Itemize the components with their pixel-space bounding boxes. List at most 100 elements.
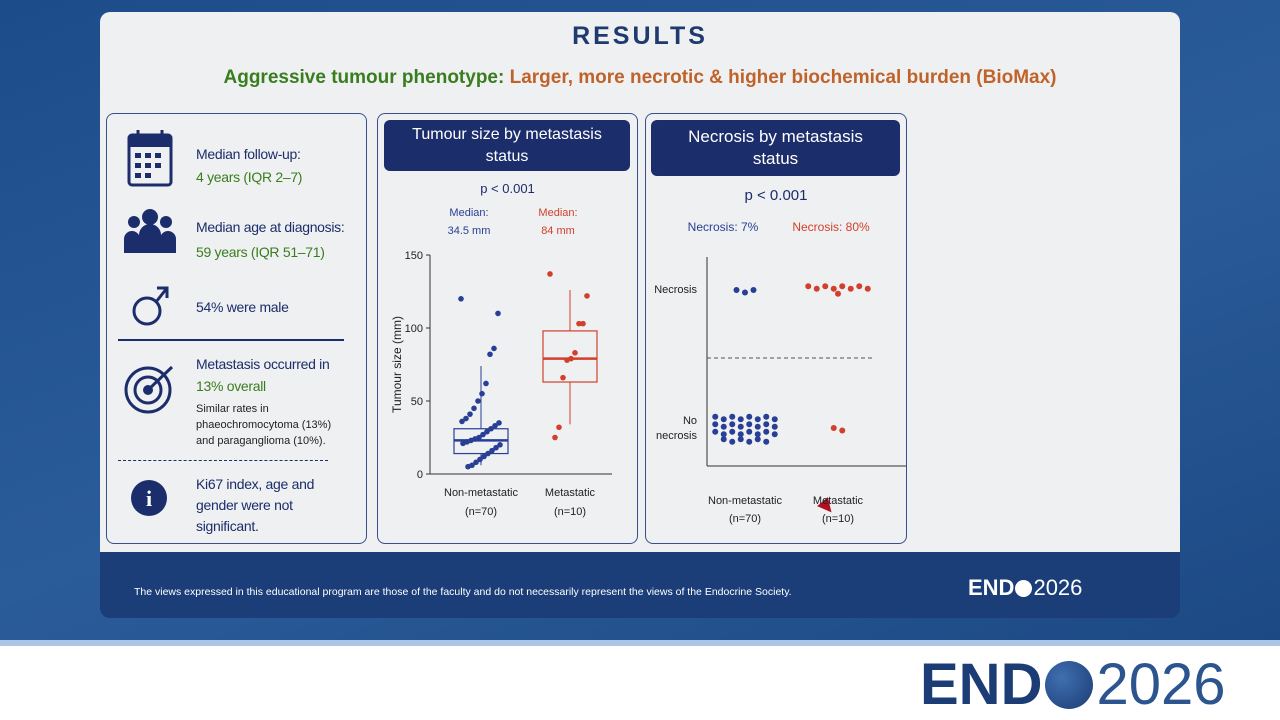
data-dot — [805, 283, 812, 290]
data-dot — [746, 438, 753, 445]
target-icon — [124, 366, 172, 414]
male-icon — [132, 296, 162, 326]
age-heading: Median age at diagnosis: — [196, 219, 345, 235]
subtitle-lead: Aggressive tumour phenotype: — [223, 67, 505, 88]
data-dot — [763, 438, 770, 445]
data-point — [477, 456, 483, 463]
x-count-label: (n=10) — [822, 513, 854, 525]
divider — [118, 460, 328, 461]
summary-panel — [106, 113, 367, 544]
data-point — [497, 442, 503, 448]
data-dot — [729, 421, 736, 428]
data-point — [467, 411, 473, 417]
data-dot — [771, 431, 778, 438]
annotation: Necrosis: 7% — [688, 220, 759, 234]
data-dot — [733, 287, 740, 293]
divider — [118, 339, 344, 341]
data-point — [576, 320, 582, 327]
data-dot — [712, 413, 719, 420]
data-dot — [737, 431, 744, 438]
data-point — [496, 420, 502, 426]
y-tick-label: 100 — [405, 323, 423, 335]
data-dot — [754, 416, 761, 423]
svg-text:i: i — [146, 486, 152, 511]
logo-word: END — [920, 652, 1043, 717]
note-text: Ki67 index, age and gender were not sign… — [196, 476, 315, 534]
x-count-label: (n=10) — [554, 506, 586, 518]
chart-panel — [377, 113, 638, 544]
y-axis-label: Tumour size (mm) — [390, 316, 404, 413]
icons: i — [124, 130, 176, 516]
data-dot — [737, 416, 744, 423]
data-point — [491, 345, 497, 352]
x-count-label: (n=70) — [729, 513, 761, 525]
data-dot — [763, 421, 770, 428]
annotation: Necrosis: 80% — [792, 220, 870, 234]
data-dot — [737, 423, 744, 430]
y-tick-label: 50 — [411, 396, 423, 408]
slide-title: RESULTS — [572, 22, 708, 50]
follow-up-value: 4 years (IQR 2–7) — [196, 169, 303, 185]
data-point — [473, 459, 479, 466]
subtitle: Aggressive tumour phenotype: Larger, mor… — [0, 67, 1280, 89]
data-point — [564, 357, 570, 363]
data-point — [459, 418, 465, 425]
data-dot — [771, 423, 778, 430]
data-dot — [729, 438, 736, 445]
data-dot — [712, 428, 719, 435]
data-point — [484, 428, 490, 435]
age-value: 59 years (IQR 51–71) — [196, 244, 325, 260]
data-point — [584, 293, 590, 299]
data-dot — [754, 431, 761, 438]
data-point — [479, 390, 485, 397]
disclaimer: The views expressed in this educational … — [134, 586, 792, 598]
logo-globe — [1045, 661, 1094, 709]
x-tick-label: Metastatic — [545, 487, 596, 499]
data-point — [458, 296, 464, 302]
male-text: 54% were male — [196, 299, 289, 315]
data-point — [488, 425, 494, 432]
data-dot — [720, 436, 727, 443]
logo-year: 2026 — [1033, 575, 1083, 600]
data-dot — [763, 413, 770, 420]
metastasis-heading: Metastasis occurred in — [196, 356, 330, 372]
data-dot — [746, 428, 753, 435]
data-point — [572, 350, 578, 356]
data-point — [560, 374, 566, 381]
x-tick-label: Non-metastatic — [708, 495, 782, 507]
data-dot — [750, 287, 757, 293]
data-point — [556, 424, 562, 431]
follow-up-heading: Median follow-up: — [196, 146, 301, 162]
data-point — [485, 450, 491, 457]
data-dot — [746, 421, 753, 428]
chart-header: Tumour size by metastasis status — [384, 120, 630, 171]
data-dot — [830, 425, 837, 431]
data-point — [463, 415, 469, 422]
data-dot — [856, 283, 863, 290]
logo-year: 2026 — [1096, 652, 1226, 717]
slide-footer — [100, 552, 1180, 618]
people-icon — [128, 216, 140, 228]
slide-card — [100, 12, 1180, 552]
data-point — [493, 444, 499, 451]
data-dot — [839, 283, 846, 290]
data-dot — [864, 285, 871, 292]
chart-panel — [645, 113, 907, 544]
logo-globe — [1015, 579, 1033, 597]
logo-word: END — [968, 575, 1015, 600]
data-dot — [813, 285, 820, 292]
data-dot — [742, 289, 748, 296]
data-dot — [712, 421, 719, 428]
median-value: 34.5 mm — [448, 225, 491, 237]
data-dot — [729, 413, 736, 420]
data-dot — [754, 436, 761, 443]
data-dot — [720, 431, 727, 438]
bottom-logo: END 2026 — [920, 650, 1226, 720]
p-value: p < 0.001 — [744, 187, 808, 204]
data-point — [495, 310, 501, 317]
metastasis-note: Similar rates in phaeochromocytoma (13%)… — [196, 403, 332, 447]
data-point — [580, 320, 586, 327]
data-point — [547, 271, 553, 277]
